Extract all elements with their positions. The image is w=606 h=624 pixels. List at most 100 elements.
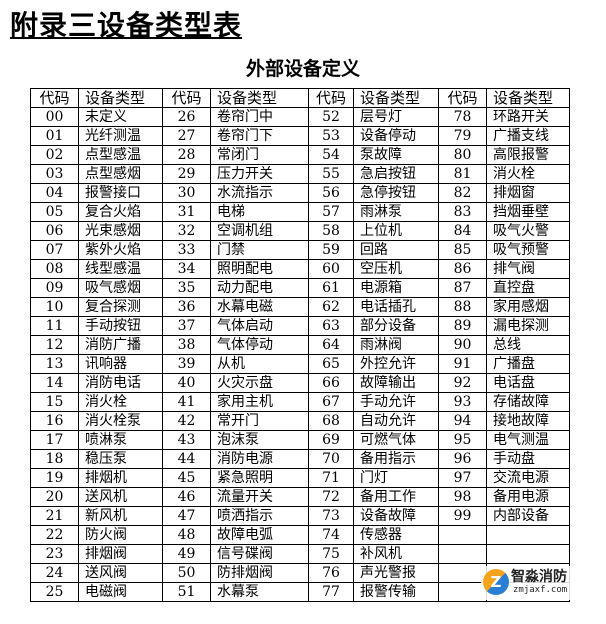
page-title: 附录三设备类型表 <box>10 9 243 42</box>
device-code-cell: 15 <box>30 392 79 412</box>
device-code-cell: 28 <box>162 145 211 165</box>
device-code-cell: 79 <box>438 126 487 146</box>
device-code-cell: 01 <box>30 126 79 146</box>
device-code-cell: 10 <box>30 297 79 317</box>
device-code-cell: 46 <box>162 487 211 507</box>
device-type-cell: 泵故障 <box>353 145 439 165</box>
device-code-cell: 77 <box>308 582 354 602</box>
device-code-cell: 42 <box>162 411 211 431</box>
device-type-cell: 吸气火警 <box>486 221 570 241</box>
device-type-cell: 卷帘门下 <box>210 126 309 146</box>
device-code-cell: 97 <box>438 468 487 488</box>
device-type-cell: 消防电源 <box>210 449 309 469</box>
device-code-cell: 39 <box>162 354 211 374</box>
device-code-cell <box>438 563 487 583</box>
device-code-cell: 83 <box>438 202 487 222</box>
table-row: 15 消火栓 41 家用主机 67 手动允许 93 存储故障 <box>30 392 570 412</box>
device-type-cell: 新风机 <box>78 506 163 526</box>
device-code-cell: 60 <box>308 259 354 279</box>
table-row: 03 点型感烟 29 压力开关 55 急启按钮 81 消火栓 <box>30 164 570 184</box>
device-type-cell: 压力开关 <box>210 164 309 184</box>
device-code-cell: 12 <box>30 335 79 355</box>
table-row: 19 排烟机 45 紧急照明 71 门灯 97 交流电源 <box>30 468 570 488</box>
device-code-cell: 05 <box>30 202 79 222</box>
header-type: 设备类型 <box>210 88 309 108</box>
device-type-table: 代码 设备类型 代码 设备类型 代码 设备类型 代码 设备类型 00 未定义 26 卷… <box>30 88 570 602</box>
device-code-cell: 80 <box>438 145 487 165</box>
device-type-cell: 回路 <box>353 240 439 260</box>
device-code-cell: 96 <box>438 449 487 469</box>
device-code-cell: 89 <box>438 316 487 336</box>
device-code-cell: 38 <box>162 335 211 355</box>
device-code-cell: 07 <box>30 240 79 260</box>
device-code-cell <box>438 544 487 564</box>
device-code-cell: 27 <box>162 126 211 146</box>
device-type-cell: 交流电源 <box>486 468 570 488</box>
device-type-cell: 点型感烟 <box>78 164 163 184</box>
device-code-cell: 14 <box>30 373 79 393</box>
device-type-cell: 雨淋阀 <box>353 335 439 355</box>
device-code-cell: 18 <box>30 449 79 469</box>
device-code-cell: 29 <box>162 164 211 184</box>
device-type-cell: 排烟阀 <box>78 544 163 564</box>
device-type-cell: 气体停动 <box>210 335 309 355</box>
device-code-cell: 45 <box>162 468 211 488</box>
device-code-cell: 70 <box>308 449 354 469</box>
watermark-logo: Z 智淼消防 zmjaxf.com <box>481 566 573 600</box>
device-code-cell: 51 <box>162 582 211 602</box>
device-type-cell: 电磁阀 <box>78 582 163 602</box>
device-type-cell: 水幕泵 <box>210 582 309 602</box>
device-type-cell: 设备停动 <box>353 126 439 146</box>
table-row: 13 讯响器 39 从机 65 外控允许 91 广播盘 <box>30 354 570 374</box>
device-type-cell: 电气测温 <box>486 430 570 450</box>
device-code-cell: 92 <box>438 373 487 393</box>
table-row: 12 消防广播 38 气体停动 64 雨淋阀 90 总线 <box>30 335 570 355</box>
device-type-cell: 送风阀 <box>78 563 163 583</box>
device-type-cell: 消火栓泵 <box>78 411 163 431</box>
table-row: 00 未定义 26 卷帘门中 52 层号灯 78 环路开关 <box>30 107 570 127</box>
device-type-cell: 复合火焰 <box>78 202 163 222</box>
table-row: 23 排烟阀 49 信号碟阀 75 补风机 <box>30 544 570 564</box>
device-type-cell: 设备故障 <box>353 506 439 526</box>
header-code: 代码 <box>162 88 211 108</box>
device-code-cell: 59 <box>308 240 354 260</box>
device-type-cell: 广播盘 <box>486 354 570 374</box>
table-row: 21 新风机 47 喷洒指示 73 设备故障 99 内部设备 <box>30 506 570 526</box>
table-row: 24 送风阀 50 防排烟阀 76 声光警报 <box>30 563 570 583</box>
device-type-cell: 流量开关 <box>210 487 309 507</box>
device-code-cell: 31 <box>162 202 211 222</box>
device-code-cell: 54 <box>308 145 354 165</box>
device-code-cell: 98 <box>438 487 487 507</box>
device-type-cell: 消火栓 <box>78 392 163 412</box>
device-type-cell: 常闭门 <box>210 145 309 165</box>
device-type-cell: 雨淋泵 <box>353 202 439 222</box>
device-type-cell: 手动按钮 <box>78 316 163 336</box>
device-type-cell: 火灾示盘 <box>210 373 309 393</box>
header-code: 代码 <box>308 88 354 108</box>
device-type-cell: 层号灯 <box>353 107 439 127</box>
device-code-cell: 21 <box>30 506 79 526</box>
device-type-cell: 电话插孔 <box>353 297 439 317</box>
header-code: 代码 <box>438 88 487 108</box>
device-type-cell: 传感器 <box>353 525 439 545</box>
device-code-cell: 93 <box>438 392 487 412</box>
device-code-cell: 06 <box>30 221 79 241</box>
device-type-cell: 线型感温 <box>78 259 163 279</box>
device-code-cell: 55 <box>308 164 354 184</box>
header-type: 设备类型 <box>353 88 439 108</box>
header-type: 设备类型 <box>78 88 163 108</box>
device-type-cell: 家用感烟 <box>486 297 570 317</box>
logo-icon: Z <box>483 569 509 595</box>
device-type-cell: 电源箱 <box>353 278 439 298</box>
watermark-url: zmjaxf.com <box>513 585 568 595</box>
device-code-cell: 99 <box>438 506 487 526</box>
device-code-cell: 25 <box>30 582 79 602</box>
device-type-cell: 门禁 <box>210 240 309 260</box>
device-code-cell: 20 <box>30 487 79 507</box>
table-row: 07 紫外火焰 33 门禁 59 回路 85 吸气预警 <box>30 240 570 260</box>
table-row: 08 线型感温 34 照明配电 60 空压机 86 排气阀 <box>30 259 570 279</box>
device-code-cell: 37 <box>162 316 211 336</box>
device-code-cell: 84 <box>438 221 487 241</box>
device-code-cell: 35 <box>162 278 211 298</box>
device-code-cell: 62 <box>308 297 354 317</box>
